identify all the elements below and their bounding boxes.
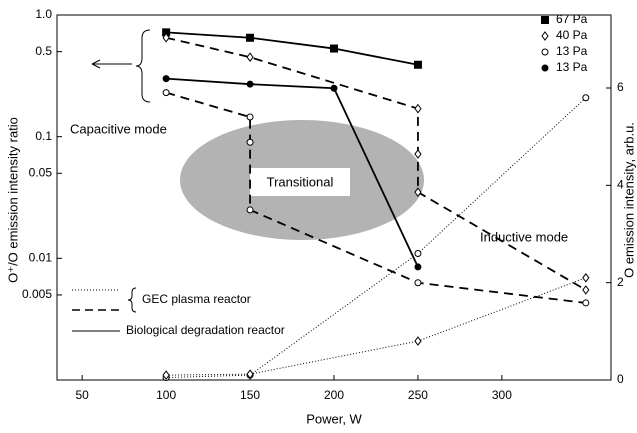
y2-tick-label: 2 (617, 275, 624, 289)
y-tick-label: 0.1 (35, 129, 52, 143)
marker (330, 44, 338, 53)
y2-tick-label: 6 (617, 80, 624, 94)
x-tick-label: 50 (76, 388, 90, 402)
marker (414, 336, 422, 346)
legend-text: GEC plasma reactor (142, 292, 251, 306)
annotation: Capacitive mode (70, 121, 167, 136)
y-tick-label: 0.01 (29, 251, 53, 265)
marker (582, 299, 590, 307)
marker (162, 32, 170, 43)
marker (246, 80, 254, 88)
y2-tick-label: 4 (617, 178, 624, 192)
x-tick-label: 150 (240, 388, 260, 402)
legend-label: 40 Pa (556, 28, 588, 42)
marker (162, 75, 170, 83)
series-line (165, 36, 587, 291)
legend-label: 13 Pa (556, 44, 588, 58)
series-line (165, 91, 586, 304)
x-tick-label: 300 (492, 388, 512, 402)
marker (414, 249, 422, 257)
x-tick-label: 200 (324, 388, 344, 402)
legend-marker (541, 64, 549, 72)
legend-marker (541, 31, 549, 41)
legend-marker (541, 48, 549, 56)
brace (135, 29, 151, 103)
y2-tick-label: 0 (617, 372, 624, 386)
y-axis-title: O⁺/O emission intensity ratio (5, 117, 20, 283)
marker (582, 272, 590, 283)
series-line (166, 31, 419, 66)
y-tick-label: 0.005 (22, 287, 52, 301)
series-line (166, 77, 419, 268)
legend-label: 13 Pa (556, 60, 588, 74)
marker (414, 263, 422, 271)
brace (127, 287, 137, 313)
x-tick-label: 100 (156, 388, 176, 402)
x-axis-title: Power, W (306, 411, 362, 426)
marker (414, 149, 422, 159)
legend-marker (541, 16, 549, 24)
marker (414, 103, 422, 114)
marker (246, 138, 254, 146)
marker (414, 187, 422, 197)
y-tick-label: 0.5 (35, 44, 52, 58)
y-tick-label: 0.05 (29, 165, 53, 179)
marker (162, 89, 170, 97)
series-line (166, 97, 587, 379)
legend-label: 67 Pa (556, 12, 588, 26)
marker (413, 60, 422, 69)
marker (582, 285, 590, 295)
marker (246, 113, 254, 121)
marker (162, 370, 170, 380)
arrow-head (91, 59, 101, 69)
marker (330, 84, 338, 92)
legend-text: Biological degradation reactor (126, 323, 285, 337)
marker (246, 33, 255, 42)
marker (246, 52, 254, 63)
x-tick-label: 250 (408, 388, 428, 402)
marker (246, 206, 254, 214)
y2-axis-title: O emission intensity, arb.u. (621, 122, 636, 278)
y-tick-label: 1.0 (35, 7, 52, 21)
marker (246, 369, 254, 379)
marker (582, 94, 590, 102)
annotation: Inductive mode (480, 229, 568, 244)
annotation: Transitional (267, 174, 334, 189)
marker (414, 279, 422, 287)
transitional-box (250, 168, 350, 196)
